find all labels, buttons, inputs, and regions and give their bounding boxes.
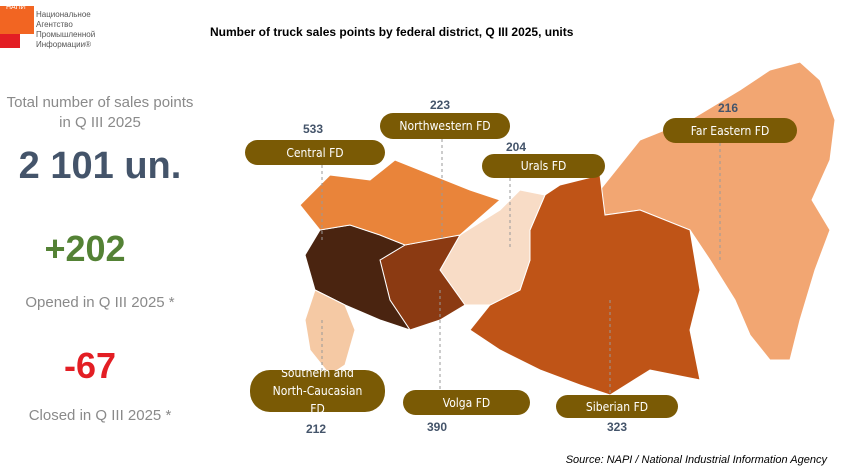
district-value: 223 (429, 98, 451, 112)
district-label: Central FD (245, 140, 385, 165)
district-label: Northwestern FD (380, 113, 510, 139)
logo-abbr: НАПИ (6, 4, 26, 11)
district-value: 204 (505, 140, 527, 154)
district-value: 212 (305, 422, 327, 436)
total: 2 101 un. (18, 145, 182, 187)
closed: -67 (63, 345, 117, 386)
opened: +202 (44, 228, 126, 269)
logo-line: Информации® (36, 40, 92, 49)
opened-label: Opened in Q III 2025 * (25, 294, 175, 311)
logo-line: Агентство (36, 20, 73, 29)
district-value: 533 (302, 122, 324, 136)
northwestern-region (299, 159, 501, 246)
district-value: 390 (426, 420, 448, 434)
district-value: 216 (717, 101, 739, 115)
leaders (321, 139, 721, 395)
district-label: Urals FD (482, 154, 605, 178)
district-value: 323 (606, 420, 628, 434)
total-label: Total number of sales points in Q III 20… (6, 94, 194, 131)
district-label: Siberian FD (556, 395, 678, 418)
district-label: Far Eastern FD (663, 118, 797, 143)
logo-block (0, 34, 20, 48)
logo-line: Промышленной (36, 30, 96, 39)
title: Number of truck sales points by federal … (210, 25, 574, 39)
district-label: Southern and North-Caucasian FD (250, 366, 385, 416)
urals-region (439, 189, 546, 306)
logo-text: Национальное Агентство Промышленной Инфо… (36, 10, 95, 50)
siberian-region (469, 174, 701, 396)
closed-label: Closed in Q III 2025 * (28, 407, 172, 424)
district-label: Volga FD (403, 390, 530, 415)
logo-block (0, 6, 34, 34)
logo-line: Национальное (36, 10, 91, 19)
source: Source: NAPI / National Industrial Infor… (565, 454, 827, 466)
